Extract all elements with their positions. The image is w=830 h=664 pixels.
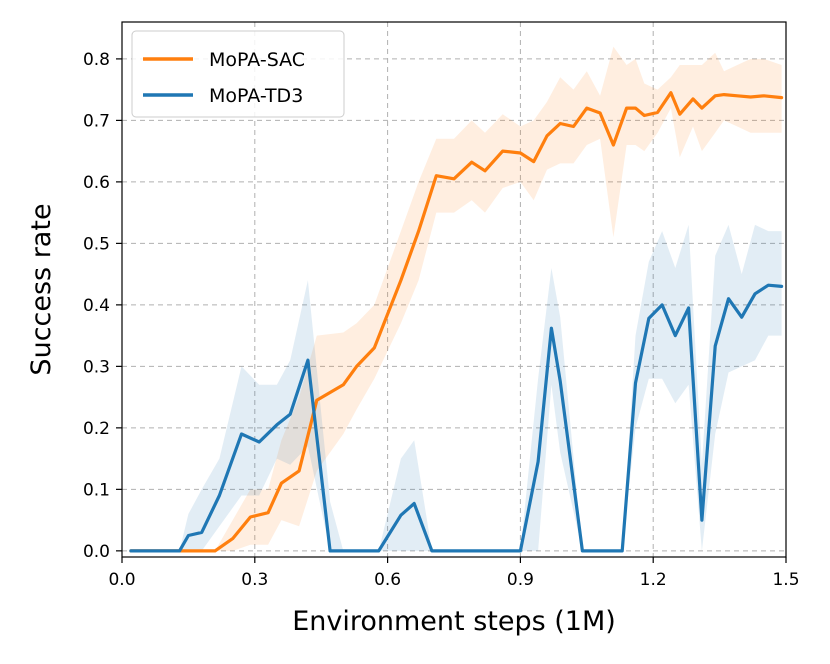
x-tick-label-1: 0.3 bbox=[241, 570, 268, 590]
axis-ticks: 0.0 0.3 0.6 0.9 1.2 1.5 0.0 0.1 0.2 0.3 0.4 0.5 0.6 0… bbox=[83, 50, 800, 590]
y-tick-label-3: 0.3 bbox=[83, 357, 110, 377]
band-mopa-td3 bbox=[130, 224, 782, 551]
series-lines bbox=[129, 91, 784, 553]
x-axis-label: Environment steps (1M) bbox=[292, 606, 616, 637]
legend: MoPA-SAC MoPA-TD3 bbox=[131, 30, 345, 118]
y-tick-label-0: 0.0 bbox=[83, 542, 110, 562]
y-tick-label-8: 0.8 bbox=[83, 50, 110, 70]
y-tick-label-4: 0.4 bbox=[83, 296, 110, 316]
y-tick-label-2: 0.2 bbox=[83, 419, 110, 439]
x-tick-label-5: 1.5 bbox=[772, 570, 799, 590]
y-tick-label-7: 0.7 bbox=[83, 111, 110, 131]
confidence-bands bbox=[130, 46, 782, 551]
y-tick-label-6: 0.6 bbox=[83, 173, 110, 193]
legend-label-mopa-sac: MoPA-SAC bbox=[209, 49, 305, 71]
series-line-mopa-td3 bbox=[129, 283, 784, 553]
x-tick-label-3: 0.9 bbox=[507, 570, 534, 590]
series-line-mopa-sac bbox=[129, 91, 784, 553]
band-mopa-sac bbox=[130, 46, 782, 551]
x-tick-label-4: 1.2 bbox=[640, 570, 667, 590]
y-tick-label-5: 0.5 bbox=[83, 234, 110, 254]
x-tick-label-2: 0.6 bbox=[374, 570, 401, 590]
plot-frame bbox=[121, 21, 787, 558]
legend-label-mopa-td3: MoPA-TD3 bbox=[209, 85, 303, 107]
y-axis-label: Success rate bbox=[26, 203, 57, 375]
y-tick-label-1: 0.1 bbox=[83, 480, 110, 500]
x-tick-label-0: 0.0 bbox=[108, 570, 135, 590]
